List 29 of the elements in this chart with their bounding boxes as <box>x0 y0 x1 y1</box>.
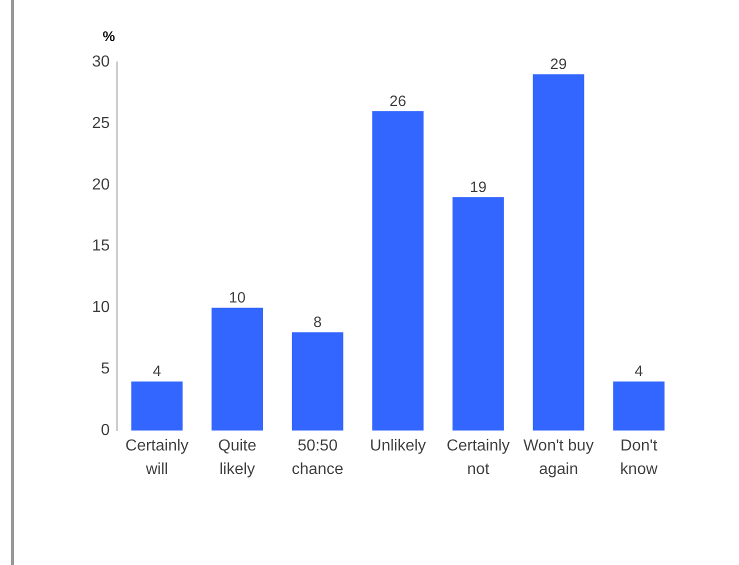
x-tick-label: Don't know <box>620 438 658 478</box>
bar <box>372 111 424 431</box>
data-label: 8 <box>313 314 322 331</box>
data-label: 19 <box>470 178 487 196</box>
x-tick-label: Quite likely <box>218 438 256 478</box>
y-tick-label: 5 <box>100 360 110 378</box>
x-tick-label: Unlikely <box>370 438 426 455</box>
y-tick-label: 10 <box>92 299 110 316</box>
y-tick-label: 15 <box>92 238 110 255</box>
bar <box>212 308 263 431</box>
y-tick-label: 20 <box>92 176 110 194</box>
data-label: 26 <box>390 92 406 110</box>
bar <box>613 381 665 431</box>
data-label: 4 <box>634 363 644 380</box>
bar <box>532 74 584 431</box>
y-tick-label: 25 <box>92 114 110 132</box>
bar <box>452 197 504 431</box>
x-tick-label: 50:50 chance <box>292 438 344 478</box>
bar <box>131 381 183 431</box>
data-label: 10 <box>228 289 246 306</box>
y-axis-title: % <box>102 28 116 44</box>
y-tick-label: 0 <box>100 422 110 440</box>
data-label: 4 <box>152 363 162 380</box>
x-tick-label: Certainly will <box>125 438 189 478</box>
data-label: 29 <box>550 56 567 73</box>
y-tick-label: 30 <box>92 53 110 70</box>
bar <box>292 332 344 431</box>
x-tick-label: Won't buy again <box>523 438 594 478</box>
x-tick-label: Certainly not <box>446 438 510 478</box>
